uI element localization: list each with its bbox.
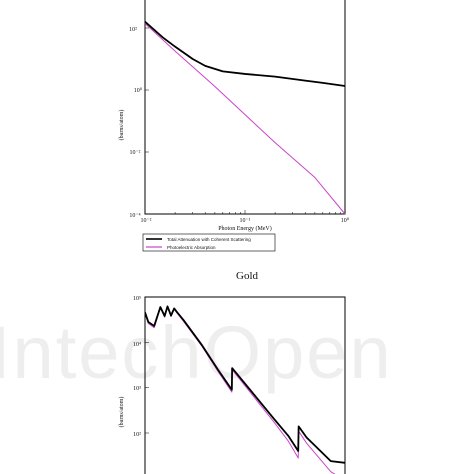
gold-series-total-line — [145, 305, 345, 464]
top-x-tick-label: 10⁰ — [341, 217, 350, 224]
series-total-attenuation-line — [144, 20, 346, 87]
top-y-tick-label: 10⁻⁴ — [129, 213, 140, 219]
bottom-chart: Gold 10⁵ 10⁴ 10³ 10² (barns/atom) — [118, 270, 346, 474]
top-y-tick-label: 10⁻² — [130, 150, 141, 156]
legend-label-photoelectric: Photoelectric Absorption — [167, 245, 216, 250]
top-chart: 10² 10⁰ 10⁻² 10⁻⁴ 10⁻² 10⁻¹ 10⁰ Photon E… — [118, 0, 350, 252]
series-photoelectric-line — [144, 23, 346, 215]
top-y-tick-label: 10⁰ — [134, 87, 143, 94]
top-y-tick-label: 10² — [129, 27, 137, 33]
bottom-y-tick-label: 10⁴ — [133, 342, 141, 348]
bottom-y-tick-label: 10² — [133, 432, 141, 438]
bottom-y-tick-label: 10³ — [133, 386, 141, 392]
top-legend: Total Attenuation with Coherent Scatteri… — [142, 233, 276, 252]
bottom-chart-title: Gold — [236, 270, 259, 282]
legend-label-total: Total Attenuation with Coherent Scatteri… — [167, 237, 251, 242]
bottom-y-axis-label: (barns/atom) — [118, 397, 125, 428]
bottom-series-group — [145, 305, 345, 474]
legend-box — [142, 233, 276, 252]
bottom-plot-frame — [144, 296, 346, 474]
top-plot-frame — [144, 0, 346, 215]
top-y-axis-label: (barns/atom) — [118, 110, 125, 141]
top-x-tick-label: 10⁻² — [141, 218, 152, 224]
watermark-text: IntechOpen — [0, 311, 393, 394]
top-x-tick-label: 10⁻¹ — [240, 218, 251, 224]
top-x-axis-label: Photon Energy (MeV) — [218, 225, 272, 232]
bottom-y-tick-label: 10⁵ — [133, 296, 141, 302]
